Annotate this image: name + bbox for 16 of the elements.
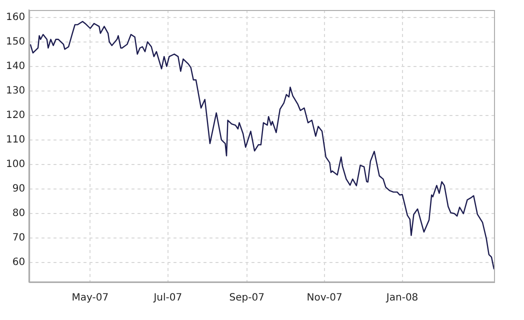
y-tick-label: 100: [6, 158, 26, 170]
y-tick-label: 90: [12, 183, 26, 194]
y-tick-label: 150: [6, 36, 26, 48]
y-tick-label: 60: [12, 256, 26, 268]
y-tick-label: 160: [6, 12, 26, 23]
x-tick-label: Nov-07: [306, 292, 342, 304]
y-tick-label: 70: [12, 232, 26, 244]
y-tick-label: 80: [12, 208, 26, 219]
y-tick-label: 130: [6, 85, 26, 96]
x-tick-label: Jul-07: [152, 292, 182, 304]
y-tick-label: 120: [6, 110, 26, 121]
y-tick-label: 140: [6, 60, 26, 72]
x-tick-label: Jan-08: [385, 292, 418, 304]
y-tick-label: 110: [6, 134, 26, 146]
x-tick-label: May-07: [72, 292, 109, 304]
x-tick-label: Sep-07: [229, 292, 264, 304]
